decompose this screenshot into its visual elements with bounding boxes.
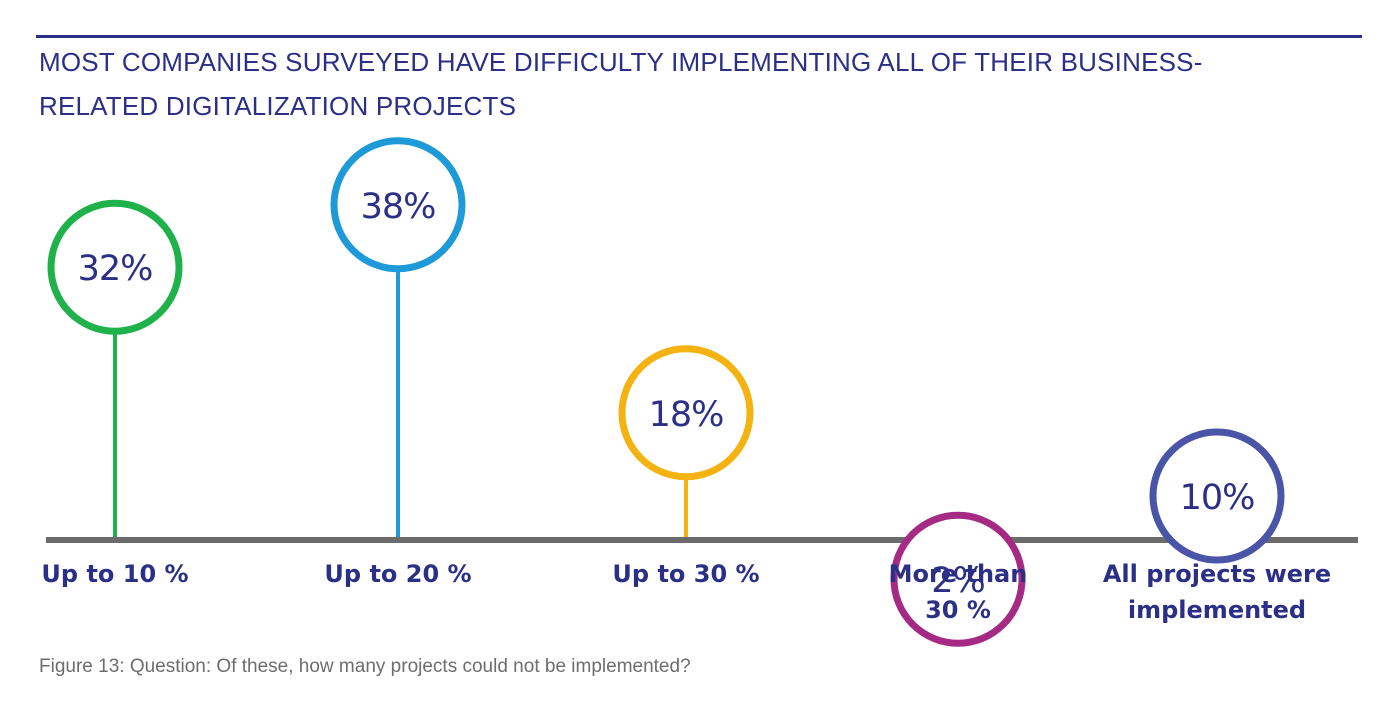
marker-circle-2 <box>330 137 466 273</box>
value-label-2: 38% <box>361 187 436 227</box>
value-label-1: 32% <box>78 249 153 289</box>
top-rule <box>36 35 1362 38</box>
figure-caption: Figure 13: Question: Of these, how many … <box>39 656 691 677</box>
category-label-2: Up to 20 % <box>324 560 471 588</box>
marker-circle-4 <box>890 511 1026 647</box>
marker-circle-3 <box>618 345 754 481</box>
value-label-3: 18% <box>649 395 724 435</box>
category-label-4-line-1: More than <box>889 560 1028 588</box>
category-labels-layer: Up to 10 % Up to 20 % Up to 30 % More than 3… <box>41 560 1331 624</box>
chart-title: MOST COMPANIES SURVEYED HAVE DIFFICULTY … <box>39 47 1203 121</box>
category-label-5-line-2: implemented <box>1128 596 1306 624</box>
value-label-5: 10% <box>1180 478 1255 518</box>
markers-layer: 32% 38% 18% 2% 10% <box>47 137 1285 647</box>
category-label-1: Up to 10 % <box>41 560 188 588</box>
category-label-4-line-2: 30 % <box>925 596 991 624</box>
category-label-5-line-1: All projects were <box>1103 560 1331 588</box>
category-label-3: Up to 30 % <box>612 560 759 588</box>
value-label-4: 2% <box>931 561 985 601</box>
marker-circle-5 <box>1149 428 1285 564</box>
marker-circle-1 <box>47 199 183 335</box>
